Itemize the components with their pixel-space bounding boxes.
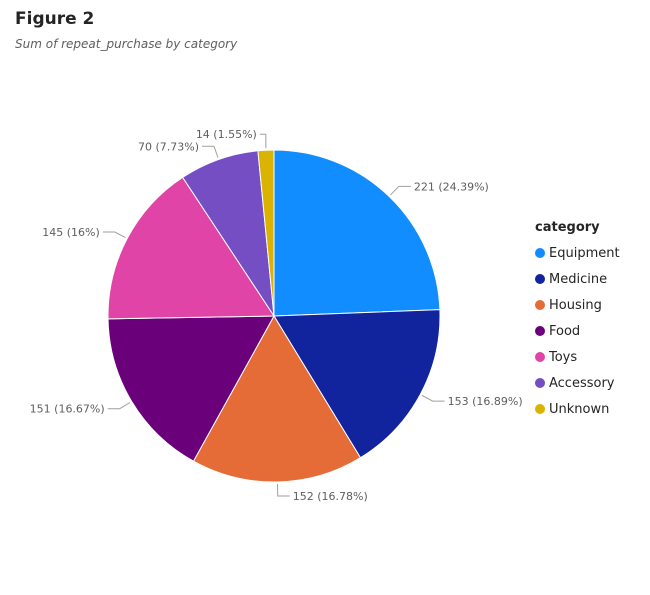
leader-line-toys — [102, 231, 126, 239]
leader-line-food — [107, 402, 131, 410]
legend-marker-icon — [535, 352, 545, 362]
leader-line-accessory — [202, 145, 219, 158]
legend-items: Equipment Medicine Housing Food Toys Accessor… — [535, 240, 620, 422]
legend-marker-icon — [535, 326, 545, 336]
chart-legend: category Equipment Medicine Housing Food Toy… — [535, 220, 620, 422]
leader-line-equipment — [390, 185, 411, 196]
legend-label: Food — [549, 323, 581, 339]
legend-label: Accessory — [549, 375, 615, 391]
legend-marker-icon — [535, 300, 545, 310]
legend-marker-icon — [535, 248, 545, 258]
data-label-toys: 145 (16%) — [42, 226, 100, 239]
legend-item-medicine[interactable]: Medicine — [535, 266, 620, 292]
pie-slice-food[interactable] — [107, 315, 275, 462]
leader-line-unknown — [259, 133, 267, 149]
legend-title: category — [535, 220, 600, 235]
legend-label: Toys — [549, 349, 578, 365]
legend-item-unknown[interactable]: Unknown — [535, 396, 620, 422]
legend-label: Unknown — [549, 401, 610, 417]
leader-line-medicine — [421, 394, 445, 402]
data-label-unknown: 14 (1.55%) — [196, 128, 257, 141]
pie-slice-unknown[interactable] — [257, 149, 275, 317]
figure-title: Figure 2 — [15, 9, 95, 29]
data-label-medicine: 153 (16.89%) — [448, 395, 523, 408]
legend-label: Housing — [549, 297, 602, 313]
legend-item-accessory[interactable]: Accessory — [535, 370, 620, 396]
legend-marker-icon — [535, 378, 545, 388]
leader-line-housing — [276, 483, 290, 497]
legend-item-equipment[interactable]: Equipment — [535, 240, 620, 266]
pie-data-labels: 221 (24.39%) 153 (16.89%) 152 (16.78%) 151 … — [30, 128, 523, 503]
figure-subtitle: Sum of repeat_purchase by category — [15, 37, 238, 51]
legend-marker-icon — [535, 274, 545, 284]
data-label-food: 151 (16.67%) — [30, 403, 105, 416]
legend-item-food[interactable]: Food — [535, 318, 620, 344]
pie-slices — [107, 149, 441, 483]
pie-slice-housing[interactable] — [192, 315, 362, 483]
legend-marker-icon — [535, 404, 545, 414]
legend-label: Medicine — [549, 271, 608, 287]
legend-item-housing[interactable]: Housing — [535, 292, 620, 318]
pie-slice-medicine[interactable] — [273, 309, 441, 459]
pie-slice-equipment[interactable] — [273, 149, 441, 317]
data-label-housing: 152 (16.78%) — [293, 490, 368, 503]
legend-item-toys[interactable]: Toys — [535, 344, 620, 370]
legend-label: Equipment — [549, 245, 620, 261]
pie-slice-toys[interactable] — [107, 176, 275, 320]
data-label-accessory: 70 (7.73%) — [138, 140, 199, 153]
data-label-equipment: 221 (24.39%) — [414, 180, 489, 193]
